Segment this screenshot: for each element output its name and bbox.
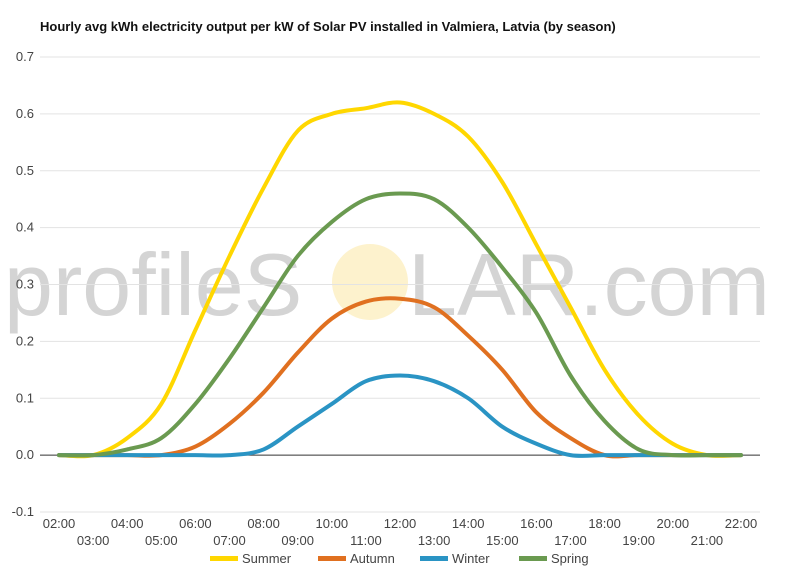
x-tick-label: 02:00 <box>43 516 76 531</box>
legend-swatch-winter <box>420 556 448 561</box>
y-tick-label: 0.0 <box>16 447 34 462</box>
x-tick-label: 06:00 <box>179 516 212 531</box>
x-tick-label: 16:00 <box>520 516 553 531</box>
x-tick-label: 08:00 <box>247 516 280 531</box>
x-tick-label: 21:00 <box>691 533 724 548</box>
legend-swatch-summer <box>210 556 238 561</box>
x-tick-label: 03:00 <box>77 533 110 548</box>
y-tick-label: 0.6 <box>16 106 34 121</box>
watermark-sun-icon <box>332 244 408 320</box>
y-tick-label: -0.1 <box>12 504 34 519</box>
y-tick-label: 0.1 <box>16 390 34 405</box>
x-tick-label: 09:00 <box>281 533 314 548</box>
y-tick-label: 0.2 <box>16 333 34 348</box>
series-lines <box>57 100 743 459</box>
y-tick-label: 0.7 <box>16 49 34 64</box>
y-tick-label: 0.3 <box>16 277 34 292</box>
x-tick-label: 04:00 <box>111 516 144 531</box>
x-tick-label: 15:00 <box>486 533 519 548</box>
x-tick-label: 19:00 <box>622 533 655 548</box>
x-tick-label: 12:00 <box>384 516 417 531</box>
x-axis: 02:0003:0004:0005:0006:0007:0008:0009:00… <box>43 516 758 548</box>
series-line-summer <box>57 100 743 459</box>
x-tick-label: 05:00 <box>145 533 178 548</box>
x-tick-label: 07:00 <box>213 533 246 548</box>
legend-label-spring: Spring <box>551 551 589 566</box>
x-tick-label: 22:00 <box>725 516 758 531</box>
y-axis: -0.1 0.0 0.1 0.2 0.3 0.4 0.5 0.6 0.7 <box>12 49 34 519</box>
x-tick-label: 14:00 <box>452 516 485 531</box>
y-tick-label: 0.4 <box>16 220 34 235</box>
x-tick-label: 10:00 <box>316 516 349 531</box>
chart-title: Hourly avg kWh electricity output per kW… <box>40 19 616 34</box>
x-tick-label: 11:00 <box>350 533 382 548</box>
legend-label-winter: Winter <box>452 551 490 566</box>
series-line-winter <box>57 373 743 458</box>
y-tick-label: 0.5 <box>16 163 34 178</box>
legend-swatch-autumn <box>318 556 346 561</box>
legend-label-summer: Summer <box>242 551 292 566</box>
legend: Summer Autumn Winter Spring <box>210 551 589 566</box>
x-tick-label: 17:00 <box>554 533 587 548</box>
legend-label-autumn: Autumn <box>350 551 395 566</box>
x-tick-label: 13:00 <box>418 533 451 548</box>
series-line-spring <box>57 191 743 458</box>
x-tick-label: 18:00 <box>588 516 621 531</box>
legend-swatch-spring <box>519 556 547 561</box>
x-tick-label: 20:00 <box>657 516 690 531</box>
